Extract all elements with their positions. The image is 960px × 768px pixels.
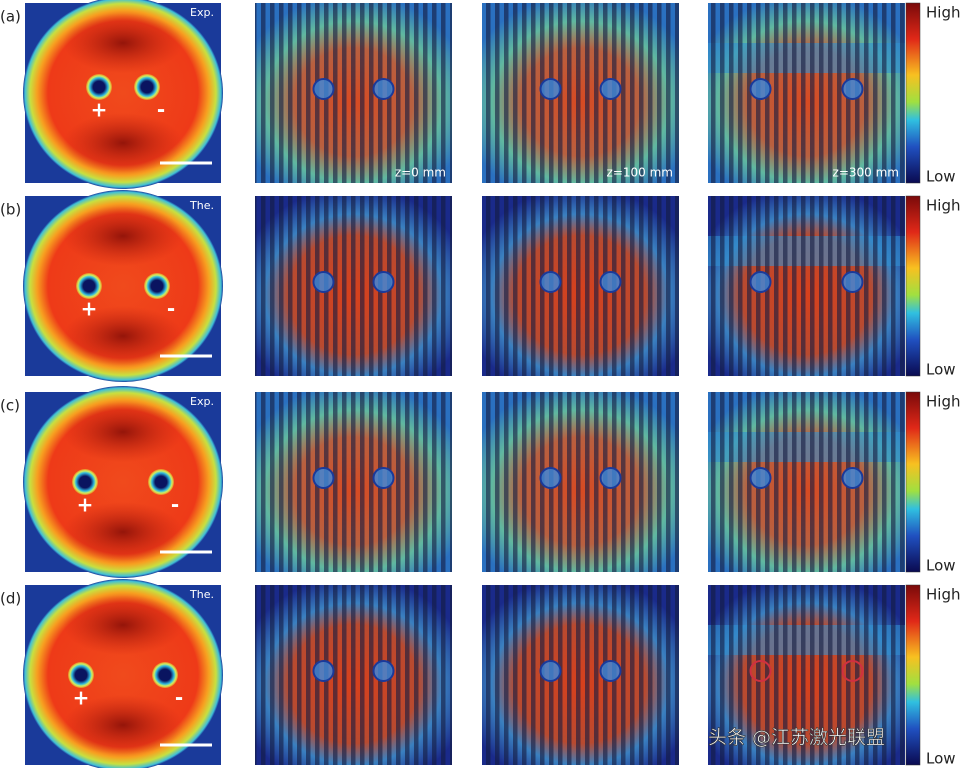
fringe-vortex bbox=[841, 660, 864, 682]
fringe-stripes bbox=[255, 3, 452, 183]
fringe-vortex bbox=[372, 271, 395, 293]
lobe bbox=[63, 306, 183, 366]
fringe-vortex bbox=[539, 467, 562, 489]
vortex bbox=[86, 74, 112, 100]
lobe bbox=[63, 502, 183, 562]
fringe-vortex bbox=[749, 78, 772, 100]
colorbar-high: High bbox=[926, 393, 960, 411]
fringe-vortex bbox=[539, 78, 562, 100]
fringe-vortex bbox=[312, 467, 335, 489]
fringe-stripes bbox=[708, 3, 905, 183]
colorbar bbox=[905, 584, 921, 766]
colorbar-low: Low bbox=[926, 168, 956, 186]
panel-tag: Exp. bbox=[190, 6, 214, 19]
fringe-vortex bbox=[599, 467, 622, 489]
charge-sign: + bbox=[77, 493, 94, 517]
colorbar bbox=[905, 195, 921, 377]
charge-sign: - bbox=[167, 297, 175, 321]
panel-tag: The. bbox=[189, 588, 214, 601]
fringe-stripes bbox=[255, 196, 452, 376]
panel-label: (a) bbox=[0, 8, 21, 26]
fringe-stripes bbox=[708, 585, 905, 765]
vortex bbox=[144, 273, 170, 299]
fringe-vortex bbox=[539, 660, 562, 682]
fringe-stripes bbox=[482, 3, 679, 183]
fringe-vortex bbox=[599, 78, 622, 100]
fringe-vortex bbox=[841, 78, 864, 100]
panel-tag: The. bbox=[189, 199, 214, 212]
charge-sign: - bbox=[175, 686, 183, 710]
fringe-stripes bbox=[482, 392, 679, 572]
fringe-stripes bbox=[255, 585, 452, 765]
lobe bbox=[63, 13, 183, 73]
vortex bbox=[134, 74, 160, 100]
fringe-vortex bbox=[372, 78, 395, 100]
charge-sign: - bbox=[171, 493, 179, 517]
colorbar-high: High bbox=[926, 586, 960, 604]
vortex bbox=[152, 662, 178, 688]
colorbar bbox=[905, 391, 921, 573]
fringe-stripes bbox=[708, 392, 905, 572]
fringe-vortex bbox=[841, 467, 864, 489]
fringe-vortex bbox=[841, 271, 864, 293]
fringe-vortex bbox=[312, 271, 335, 293]
fringe-vortex bbox=[312, 660, 335, 682]
vortex bbox=[72, 469, 98, 495]
colorbar-low: Low bbox=[926, 557, 956, 575]
charge-sign: - bbox=[157, 98, 165, 122]
z-label: z=300 mm bbox=[833, 166, 899, 180]
fringe-vortex bbox=[749, 271, 772, 293]
fringe-stripes bbox=[482, 585, 679, 765]
lobe bbox=[63, 113, 183, 173]
z-label: z=0 mm bbox=[395, 166, 446, 180]
charge-sign: + bbox=[73, 686, 90, 710]
lobe bbox=[63, 206, 183, 266]
panel-label: (d) bbox=[0, 590, 21, 608]
lobe bbox=[63, 695, 183, 755]
lobe bbox=[63, 595, 183, 655]
fringe-vortex bbox=[749, 467, 772, 489]
fringe-vortex bbox=[599, 271, 622, 293]
colorbar-low: Low bbox=[926, 750, 956, 768]
panel-label: (b) bbox=[0, 201, 21, 219]
fringe-vortex bbox=[599, 660, 622, 682]
vortex bbox=[68, 662, 94, 688]
fringe-vortex bbox=[749, 660, 772, 682]
charge-sign: + bbox=[91, 98, 108, 122]
colorbar-high: High bbox=[926, 197, 960, 215]
fringe-vortex bbox=[539, 271, 562, 293]
fringe-stripes bbox=[255, 392, 452, 572]
colorbar-low: Low bbox=[926, 361, 956, 379]
panel-label: (c) bbox=[0, 397, 20, 415]
fringe-vortex bbox=[372, 467, 395, 489]
panel-tag: Exp. bbox=[190, 395, 214, 408]
lobe bbox=[63, 402, 183, 462]
fringe-stripes bbox=[482, 196, 679, 376]
fringe-vortex bbox=[372, 660, 395, 682]
vortex bbox=[76, 273, 102, 299]
colorbar-high: High bbox=[926, 4, 960, 22]
z-label: z=100 mm bbox=[607, 166, 673, 180]
charge-sign: + bbox=[81, 297, 98, 321]
vortex bbox=[148, 469, 174, 495]
fringe-stripes bbox=[708, 196, 905, 376]
colorbar bbox=[905, 2, 921, 184]
watermark: 头条 @江苏激光联盟 bbox=[708, 727, 885, 749]
fringe-vortex bbox=[312, 78, 335, 100]
